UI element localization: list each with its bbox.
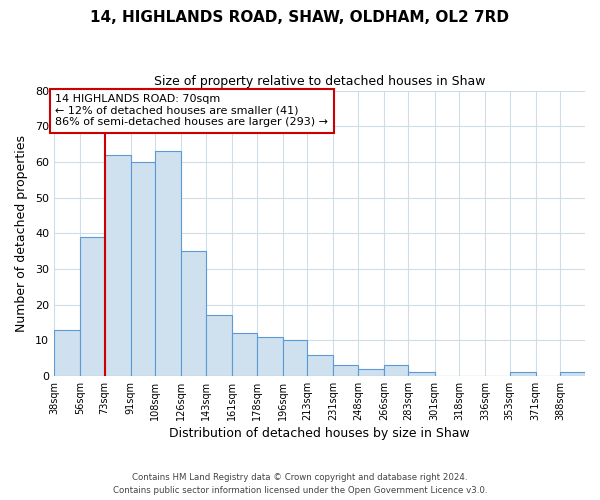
Title: Size of property relative to detached houses in Shaw: Size of property relative to detached ho… <box>154 75 485 88</box>
Bar <box>384 365 409 376</box>
Bar <box>333 365 358 376</box>
Text: 14 HIGHLANDS ROAD: 70sqm
← 12% of detached houses are smaller (41)
86% of semi-d: 14 HIGHLANDS ROAD: 70sqm ← 12% of detach… <box>55 94 328 128</box>
Bar <box>104 155 131 376</box>
Bar <box>131 162 155 376</box>
Bar <box>358 369 384 376</box>
Bar <box>206 316 232 376</box>
Bar <box>257 336 283 376</box>
Text: 14, HIGHLANDS ROAD, SHAW, OLDHAM, OL2 7RD: 14, HIGHLANDS ROAD, SHAW, OLDHAM, OL2 7R… <box>91 10 509 25</box>
Bar <box>155 151 181 376</box>
Bar <box>560 372 585 376</box>
Bar <box>232 333 257 376</box>
Bar <box>510 372 536 376</box>
X-axis label: Distribution of detached houses by size in Shaw: Distribution of detached houses by size … <box>169 427 470 440</box>
Bar <box>409 372 434 376</box>
Bar <box>307 354 333 376</box>
Bar <box>54 330 80 376</box>
Bar <box>283 340 307 376</box>
Text: Contains HM Land Registry data © Crown copyright and database right 2024.
Contai: Contains HM Land Registry data © Crown c… <box>113 474 487 495</box>
Bar <box>181 251 206 376</box>
Y-axis label: Number of detached properties: Number of detached properties <box>15 134 28 332</box>
Bar <box>80 237 104 376</box>
